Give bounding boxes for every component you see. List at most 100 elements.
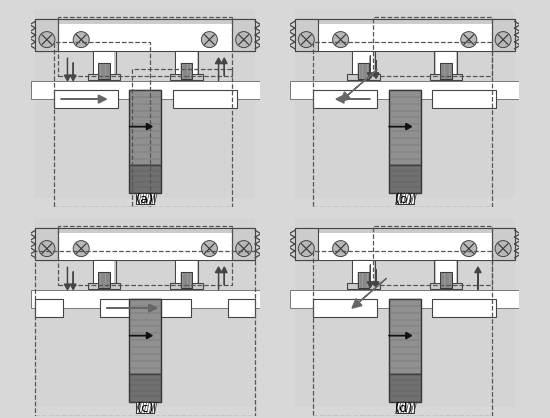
FancyArrow shape xyxy=(340,69,377,102)
Bar xyxy=(92,260,116,283)
FancyArrow shape xyxy=(373,60,379,79)
Bar xyxy=(440,63,452,79)
Bar xyxy=(434,260,458,283)
Text: (a): (a) xyxy=(136,193,155,206)
FancyArrow shape xyxy=(60,95,106,103)
Bar xyxy=(58,23,232,51)
Bar xyxy=(313,42,492,206)
Bar xyxy=(35,228,255,260)
Bar xyxy=(358,272,369,288)
Bar xyxy=(31,290,260,308)
Text: (c): (c) xyxy=(136,402,154,415)
FancyArrow shape xyxy=(389,332,411,339)
FancyArrow shape xyxy=(64,267,71,290)
Bar xyxy=(98,63,110,79)
Bar xyxy=(175,51,198,74)
Bar xyxy=(54,42,150,206)
Bar xyxy=(358,63,369,79)
Text: (b): (b) xyxy=(395,193,414,206)
Bar xyxy=(295,228,318,260)
FancyArrow shape xyxy=(367,265,373,288)
Circle shape xyxy=(39,241,55,257)
Circle shape xyxy=(495,241,511,257)
Bar xyxy=(373,17,492,76)
Bar xyxy=(181,272,192,288)
FancyArrow shape xyxy=(389,123,411,130)
Bar xyxy=(295,19,515,51)
FancyArrow shape xyxy=(475,267,481,290)
Bar xyxy=(373,226,492,285)
Bar xyxy=(94,261,114,283)
Bar xyxy=(92,51,116,74)
Bar xyxy=(131,69,232,206)
Bar xyxy=(35,19,255,51)
Bar xyxy=(436,52,456,74)
Circle shape xyxy=(495,32,511,48)
FancyArrow shape xyxy=(222,267,227,285)
Bar xyxy=(129,299,161,375)
Bar xyxy=(395,402,414,413)
Bar xyxy=(295,228,515,260)
Bar xyxy=(348,283,380,289)
Bar xyxy=(353,52,374,74)
Bar xyxy=(295,19,318,51)
FancyArrow shape xyxy=(367,56,373,79)
Text: (d): (d) xyxy=(395,402,414,415)
Bar xyxy=(35,299,63,317)
Bar xyxy=(389,299,421,375)
Bar xyxy=(176,261,197,283)
Bar xyxy=(58,226,232,285)
FancyArrow shape xyxy=(216,267,222,290)
Bar xyxy=(318,23,492,51)
Bar xyxy=(492,19,515,51)
Circle shape xyxy=(461,32,477,48)
Bar xyxy=(352,260,375,283)
Bar xyxy=(35,228,58,260)
Bar xyxy=(290,290,519,308)
Bar xyxy=(58,232,232,260)
Bar xyxy=(88,283,120,289)
FancyArrow shape xyxy=(129,332,152,339)
Bar xyxy=(54,90,118,108)
Bar xyxy=(352,51,375,74)
Circle shape xyxy=(201,241,217,257)
Bar xyxy=(228,299,255,317)
Bar xyxy=(170,74,202,80)
Bar xyxy=(436,261,456,283)
Circle shape xyxy=(461,241,477,257)
Bar xyxy=(129,375,161,402)
Bar xyxy=(88,74,120,80)
FancyArrow shape xyxy=(216,58,222,81)
Circle shape xyxy=(236,241,252,257)
Bar xyxy=(290,81,519,99)
Circle shape xyxy=(298,241,314,257)
Bar xyxy=(170,283,202,289)
Bar xyxy=(430,283,462,289)
Bar xyxy=(176,52,197,74)
Bar xyxy=(348,74,380,80)
Bar xyxy=(31,81,260,99)
Bar xyxy=(173,90,237,108)
Bar xyxy=(35,19,58,51)
Bar xyxy=(181,63,192,79)
Bar xyxy=(395,193,414,204)
FancyArrow shape xyxy=(373,269,379,288)
Bar xyxy=(129,166,161,193)
FancyArrow shape xyxy=(64,58,71,81)
Bar xyxy=(432,299,496,317)
Bar xyxy=(313,251,492,415)
FancyArrow shape xyxy=(70,271,76,290)
Circle shape xyxy=(73,241,89,257)
Bar xyxy=(313,90,377,108)
FancyArrow shape xyxy=(70,62,76,81)
Bar xyxy=(232,19,255,51)
Circle shape xyxy=(333,32,349,48)
Bar xyxy=(492,228,515,260)
Bar xyxy=(313,299,377,317)
FancyArrow shape xyxy=(106,304,157,312)
Bar xyxy=(175,260,198,283)
Bar xyxy=(440,272,452,288)
Bar xyxy=(389,166,421,193)
Bar xyxy=(136,193,155,204)
Bar xyxy=(389,90,421,166)
